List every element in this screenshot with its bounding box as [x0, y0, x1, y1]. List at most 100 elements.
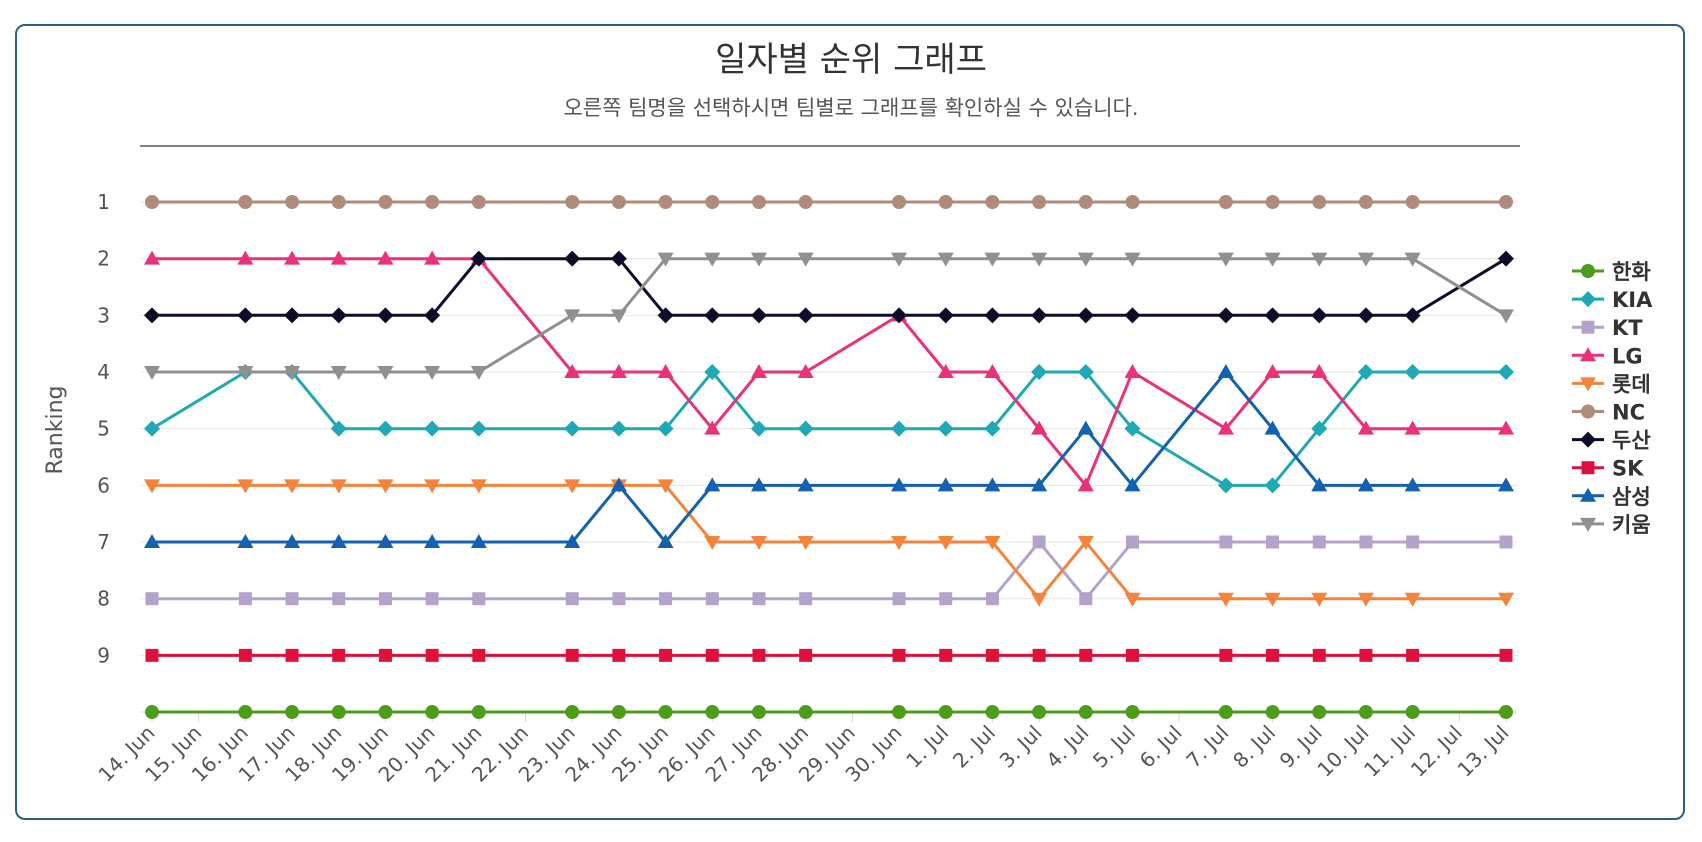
data-point: [937, 307, 954, 324]
x-tick-label: 10. Jul: [1312, 721, 1373, 782]
data-point: [471, 195, 486, 209]
legend-marker: [1580, 347, 1596, 362]
data-point: [610, 364, 627, 379]
data-point: [892, 648, 906, 662]
data-point: [1032, 535, 1046, 549]
data-point: [1124, 252, 1141, 267]
data-point: [1078, 195, 1093, 209]
data-point: [1498, 309, 1514, 324]
y-tick-label: 9: [97, 643, 110, 667]
data-point: [238, 195, 253, 209]
data-point: [705, 705, 720, 720]
data-point: [378, 592, 392, 606]
data-point: [144, 420, 160, 437]
data-point: [1125, 705, 1140, 720]
data-point: [1124, 307, 1141, 324]
data-point: [1498, 364, 1514, 381]
y-tick-label: 2: [97, 247, 110, 271]
data-point: [797, 307, 814, 324]
data-point: [470, 479, 487, 494]
data-point: [610, 477, 627, 492]
data-point: [238, 592, 252, 606]
data-point: [985, 592, 999, 606]
data-point: [470, 366, 487, 381]
data-point: [378, 648, 392, 662]
data-point: [1264, 252, 1281, 267]
x-tick-label: 8. Jul: [1228, 721, 1280, 773]
data-point: [564, 250, 581, 267]
data-point: [1312, 705, 1327, 720]
legend-marker: [1580, 431, 1596, 448]
data-point: [1265, 195, 1280, 209]
data-point: [472, 592, 486, 606]
data-point: [1311, 420, 1328, 437]
data-point: [331, 195, 346, 209]
data-point: [284, 307, 301, 324]
data-point: [1217, 252, 1234, 267]
data-point: [891, 477, 908, 492]
data-point: [332, 648, 346, 662]
data-point: [330, 534, 347, 549]
data-point: [657, 252, 674, 267]
data-point: [1125, 195, 1140, 209]
data-point: [938, 705, 953, 720]
data-point: [1404, 420, 1421, 435]
data-point: [237, 307, 254, 324]
data-point: [750, 364, 767, 379]
data-point: [797, 477, 814, 492]
data-point: [751, 195, 766, 209]
data-point: [704, 536, 721, 551]
data-point: [1406, 535, 1420, 549]
legend-marker: [1581, 264, 1595, 278]
data-point: [891, 307, 908, 324]
data-point: [1311, 307, 1328, 324]
data-point: [1077, 477, 1094, 492]
data-point: [377, 307, 394, 324]
y-tick-label: 8: [97, 587, 110, 611]
data-point: [284, 250, 301, 265]
data-point: [1219, 648, 1233, 662]
data-point: [937, 477, 954, 492]
data-point: [797, 252, 814, 267]
data-point: [285, 705, 300, 720]
data-point: [378, 705, 393, 720]
data-point: [425, 195, 440, 209]
data-point: [657, 364, 674, 379]
data-point: [144, 479, 160, 494]
data-point: [425, 592, 439, 606]
data-point: [610, 420, 627, 437]
data-point: [1264, 420, 1281, 435]
data-point: [144, 366, 160, 381]
data-point: [285, 648, 299, 662]
data-point: [1032, 648, 1046, 662]
data-point: [1359, 535, 1373, 549]
data-point: [1404, 477, 1421, 492]
data-point: [611, 705, 626, 720]
data-point: [984, 364, 1001, 379]
data-point: [424, 534, 441, 549]
data-point: [1125, 535, 1139, 549]
data-point: [1031, 364, 1048, 381]
data-point: [891, 420, 908, 437]
data-point: [704, 307, 721, 324]
data-point: [704, 364, 721, 381]
data-point: [330, 420, 347, 437]
data-point: [612, 592, 626, 606]
legend-marker: [1580, 487, 1596, 502]
data-point: [1077, 420, 1094, 435]
y-tick-label: 1: [97, 190, 110, 214]
data-point: [1217, 477, 1234, 494]
data-point: [424, 479, 441, 494]
data-point: [1031, 420, 1048, 435]
data-point: [1264, 477, 1281, 494]
series-line-8: [152, 370, 1506, 544]
data-point: [424, 307, 441, 324]
legend-item-label: 한화: [1612, 260, 1651, 284]
data-point: [1079, 648, 1093, 662]
x-tick-label: 4. Jul: [1041, 721, 1093, 773]
y-tick-label: 7: [97, 530, 110, 554]
data-point: [471, 705, 486, 720]
data-point: [425, 648, 439, 662]
data-point: [1217, 592, 1234, 607]
data-point: [985, 648, 999, 662]
